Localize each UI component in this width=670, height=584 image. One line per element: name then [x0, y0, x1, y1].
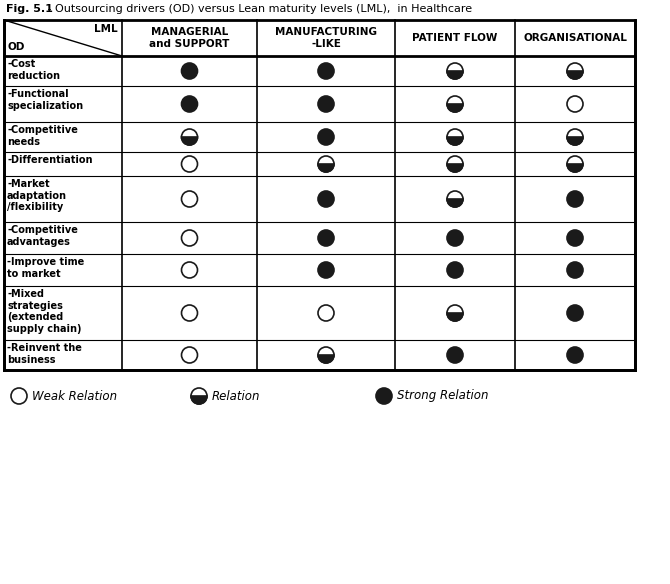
- Circle shape: [318, 230, 334, 246]
- Text: Strong Relation: Strong Relation: [397, 390, 488, 402]
- Circle shape: [182, 129, 198, 145]
- Wedge shape: [447, 199, 463, 207]
- Circle shape: [567, 63, 583, 79]
- Circle shape: [447, 305, 463, 321]
- Wedge shape: [447, 164, 463, 172]
- Text: -Market
adaptation
/flexibility: -Market adaptation /flexibility: [7, 179, 67, 212]
- Bar: [4, 20, 635, 370]
- Circle shape: [447, 191, 463, 207]
- Circle shape: [376, 388, 392, 404]
- Text: -Differentiation: -Differentiation: [7, 155, 92, 165]
- Circle shape: [182, 96, 198, 112]
- Wedge shape: [447, 137, 463, 145]
- Circle shape: [447, 63, 463, 79]
- Text: Relation: Relation: [212, 390, 261, 402]
- Wedge shape: [447, 104, 463, 112]
- Text: MANAGERIAL
and SUPPORT: MANAGERIAL and SUPPORT: [149, 27, 230, 49]
- Wedge shape: [567, 164, 583, 172]
- Circle shape: [318, 191, 334, 207]
- Circle shape: [567, 191, 583, 207]
- Circle shape: [318, 156, 334, 172]
- Text: Weak Relation: Weak Relation: [32, 390, 117, 402]
- Text: Fig. 5.1: Fig. 5.1: [6, 4, 53, 14]
- Circle shape: [447, 156, 463, 172]
- Wedge shape: [318, 164, 334, 172]
- Text: OD: OD: [7, 42, 24, 52]
- Circle shape: [447, 347, 463, 363]
- Circle shape: [567, 230, 583, 246]
- Text: -Cost
reduction: -Cost reduction: [7, 59, 60, 81]
- Circle shape: [318, 347, 334, 363]
- Circle shape: [567, 156, 583, 172]
- Wedge shape: [318, 355, 334, 363]
- Text: LML: LML: [94, 24, 118, 34]
- Circle shape: [567, 262, 583, 278]
- Text: -Competitive
advantages: -Competitive advantages: [7, 225, 78, 246]
- Circle shape: [447, 129, 463, 145]
- Circle shape: [182, 63, 198, 79]
- Text: - Outsourcing drivers (OD) versus Lean maturity levels (LML),  in Healthcare: - Outsourcing drivers (OD) versus Lean m…: [44, 4, 472, 14]
- Circle shape: [318, 129, 334, 145]
- Circle shape: [318, 96, 334, 112]
- Text: -Mixed
strategies
(extended
supply chain): -Mixed strategies (extended supply chain…: [7, 289, 82, 334]
- Circle shape: [447, 230, 463, 246]
- Circle shape: [447, 96, 463, 112]
- Circle shape: [191, 388, 207, 404]
- Circle shape: [318, 262, 334, 278]
- Circle shape: [447, 262, 463, 278]
- Text: ORGANISATIONAL: ORGANISATIONAL: [523, 33, 627, 43]
- Text: -Improve time
to market: -Improve time to market: [7, 257, 84, 279]
- Wedge shape: [567, 137, 583, 145]
- Circle shape: [567, 347, 583, 363]
- Wedge shape: [182, 137, 198, 145]
- Wedge shape: [447, 313, 463, 321]
- Text: -Competitive
needs: -Competitive needs: [7, 125, 78, 147]
- Circle shape: [318, 63, 334, 79]
- Wedge shape: [447, 71, 463, 79]
- Text: -Functional
specialization: -Functional specialization: [7, 89, 83, 110]
- Wedge shape: [567, 71, 583, 79]
- Text: MANUFACTURING
-LIKE: MANUFACTURING -LIKE: [275, 27, 377, 49]
- Text: -Reinvent the
business: -Reinvent the business: [7, 343, 82, 364]
- Circle shape: [567, 129, 583, 145]
- Text: PATIENT FLOW: PATIENT FLOW: [412, 33, 498, 43]
- Circle shape: [567, 305, 583, 321]
- Wedge shape: [191, 396, 207, 404]
